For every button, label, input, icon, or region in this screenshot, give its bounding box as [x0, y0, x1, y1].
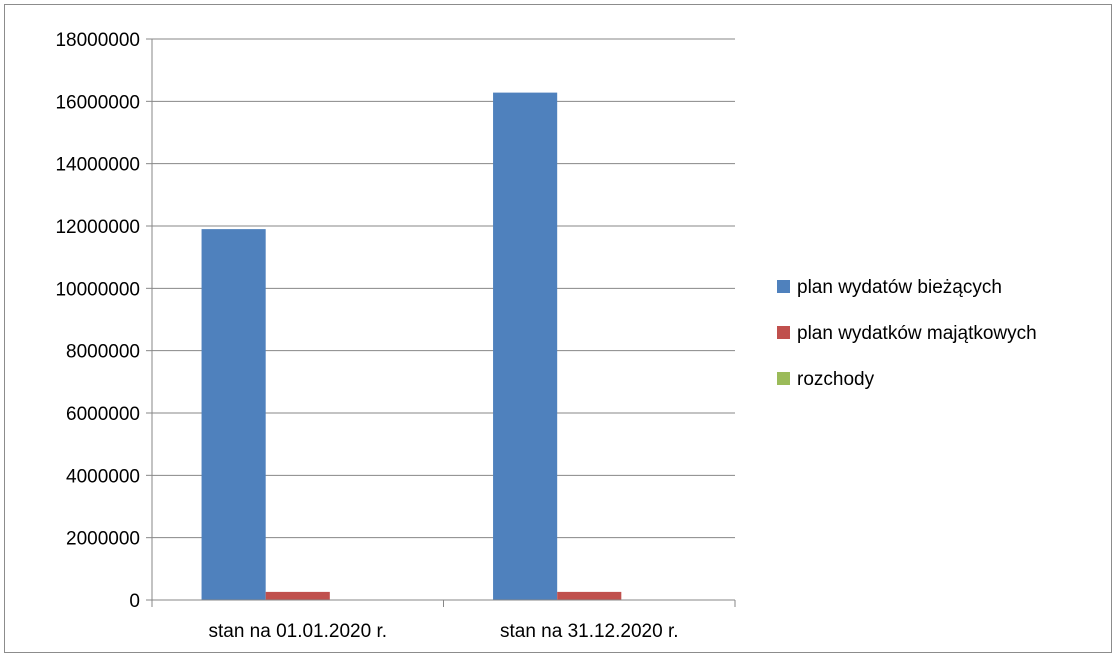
y-tick-label: 16000000 [55, 92, 140, 113]
bar-chart: 0 2000000 4000000 6000000 8000000 10000000 120… [55, 30, 1037, 642]
x-axis-category-labels: stan na 01.01.2020 r. stan na 31.12.2020 … [208, 621, 678, 642]
y-tick-label: 18000000 [55, 30, 140, 51]
y-tick-label: 2000000 [66, 529, 140, 550]
legend-swatch [777, 280, 790, 293]
x-category-label: stan na 31.12.2020 r. [500, 621, 679, 642]
chart-frame: 0 2000000 4000000 6000000 8000000 10000000 120… [4, 4, 1112, 653]
y-tick-label: 10000000 [55, 279, 140, 300]
axes [151, 39, 736, 607]
y-tick-label: 6000000 [66, 404, 140, 425]
legend: plan wydatów bieżących plan wydatków mają… [777, 277, 1037, 390]
x-category-label: stan na 01.01.2020 r. [208, 621, 387, 642]
legend-label: rozchody [797, 369, 875, 390]
y-tick-label: 12000000 [55, 217, 140, 238]
legend-swatch [777, 372, 790, 385]
y-tick-label: 0 [129, 591, 140, 612]
y-tick-label: 4000000 [66, 466, 140, 487]
bar [493, 92, 558, 601]
legend-label: plan wydatów bieżących [797, 277, 1002, 298]
bar [557, 591, 622, 600]
legend-swatch [777, 326, 790, 339]
bar [201, 229, 266, 600]
y-axis-tick-labels: 0 2000000 4000000 6000000 8000000 10000000 120… [55, 30, 140, 612]
bar [265, 591, 330, 600]
y-tick-label: 8000000 [66, 342, 140, 363]
bars [201, 92, 622, 601]
legend-label: plan wydatków majątkowych [797, 323, 1037, 344]
y-tick-label: 14000000 [55, 155, 140, 176]
